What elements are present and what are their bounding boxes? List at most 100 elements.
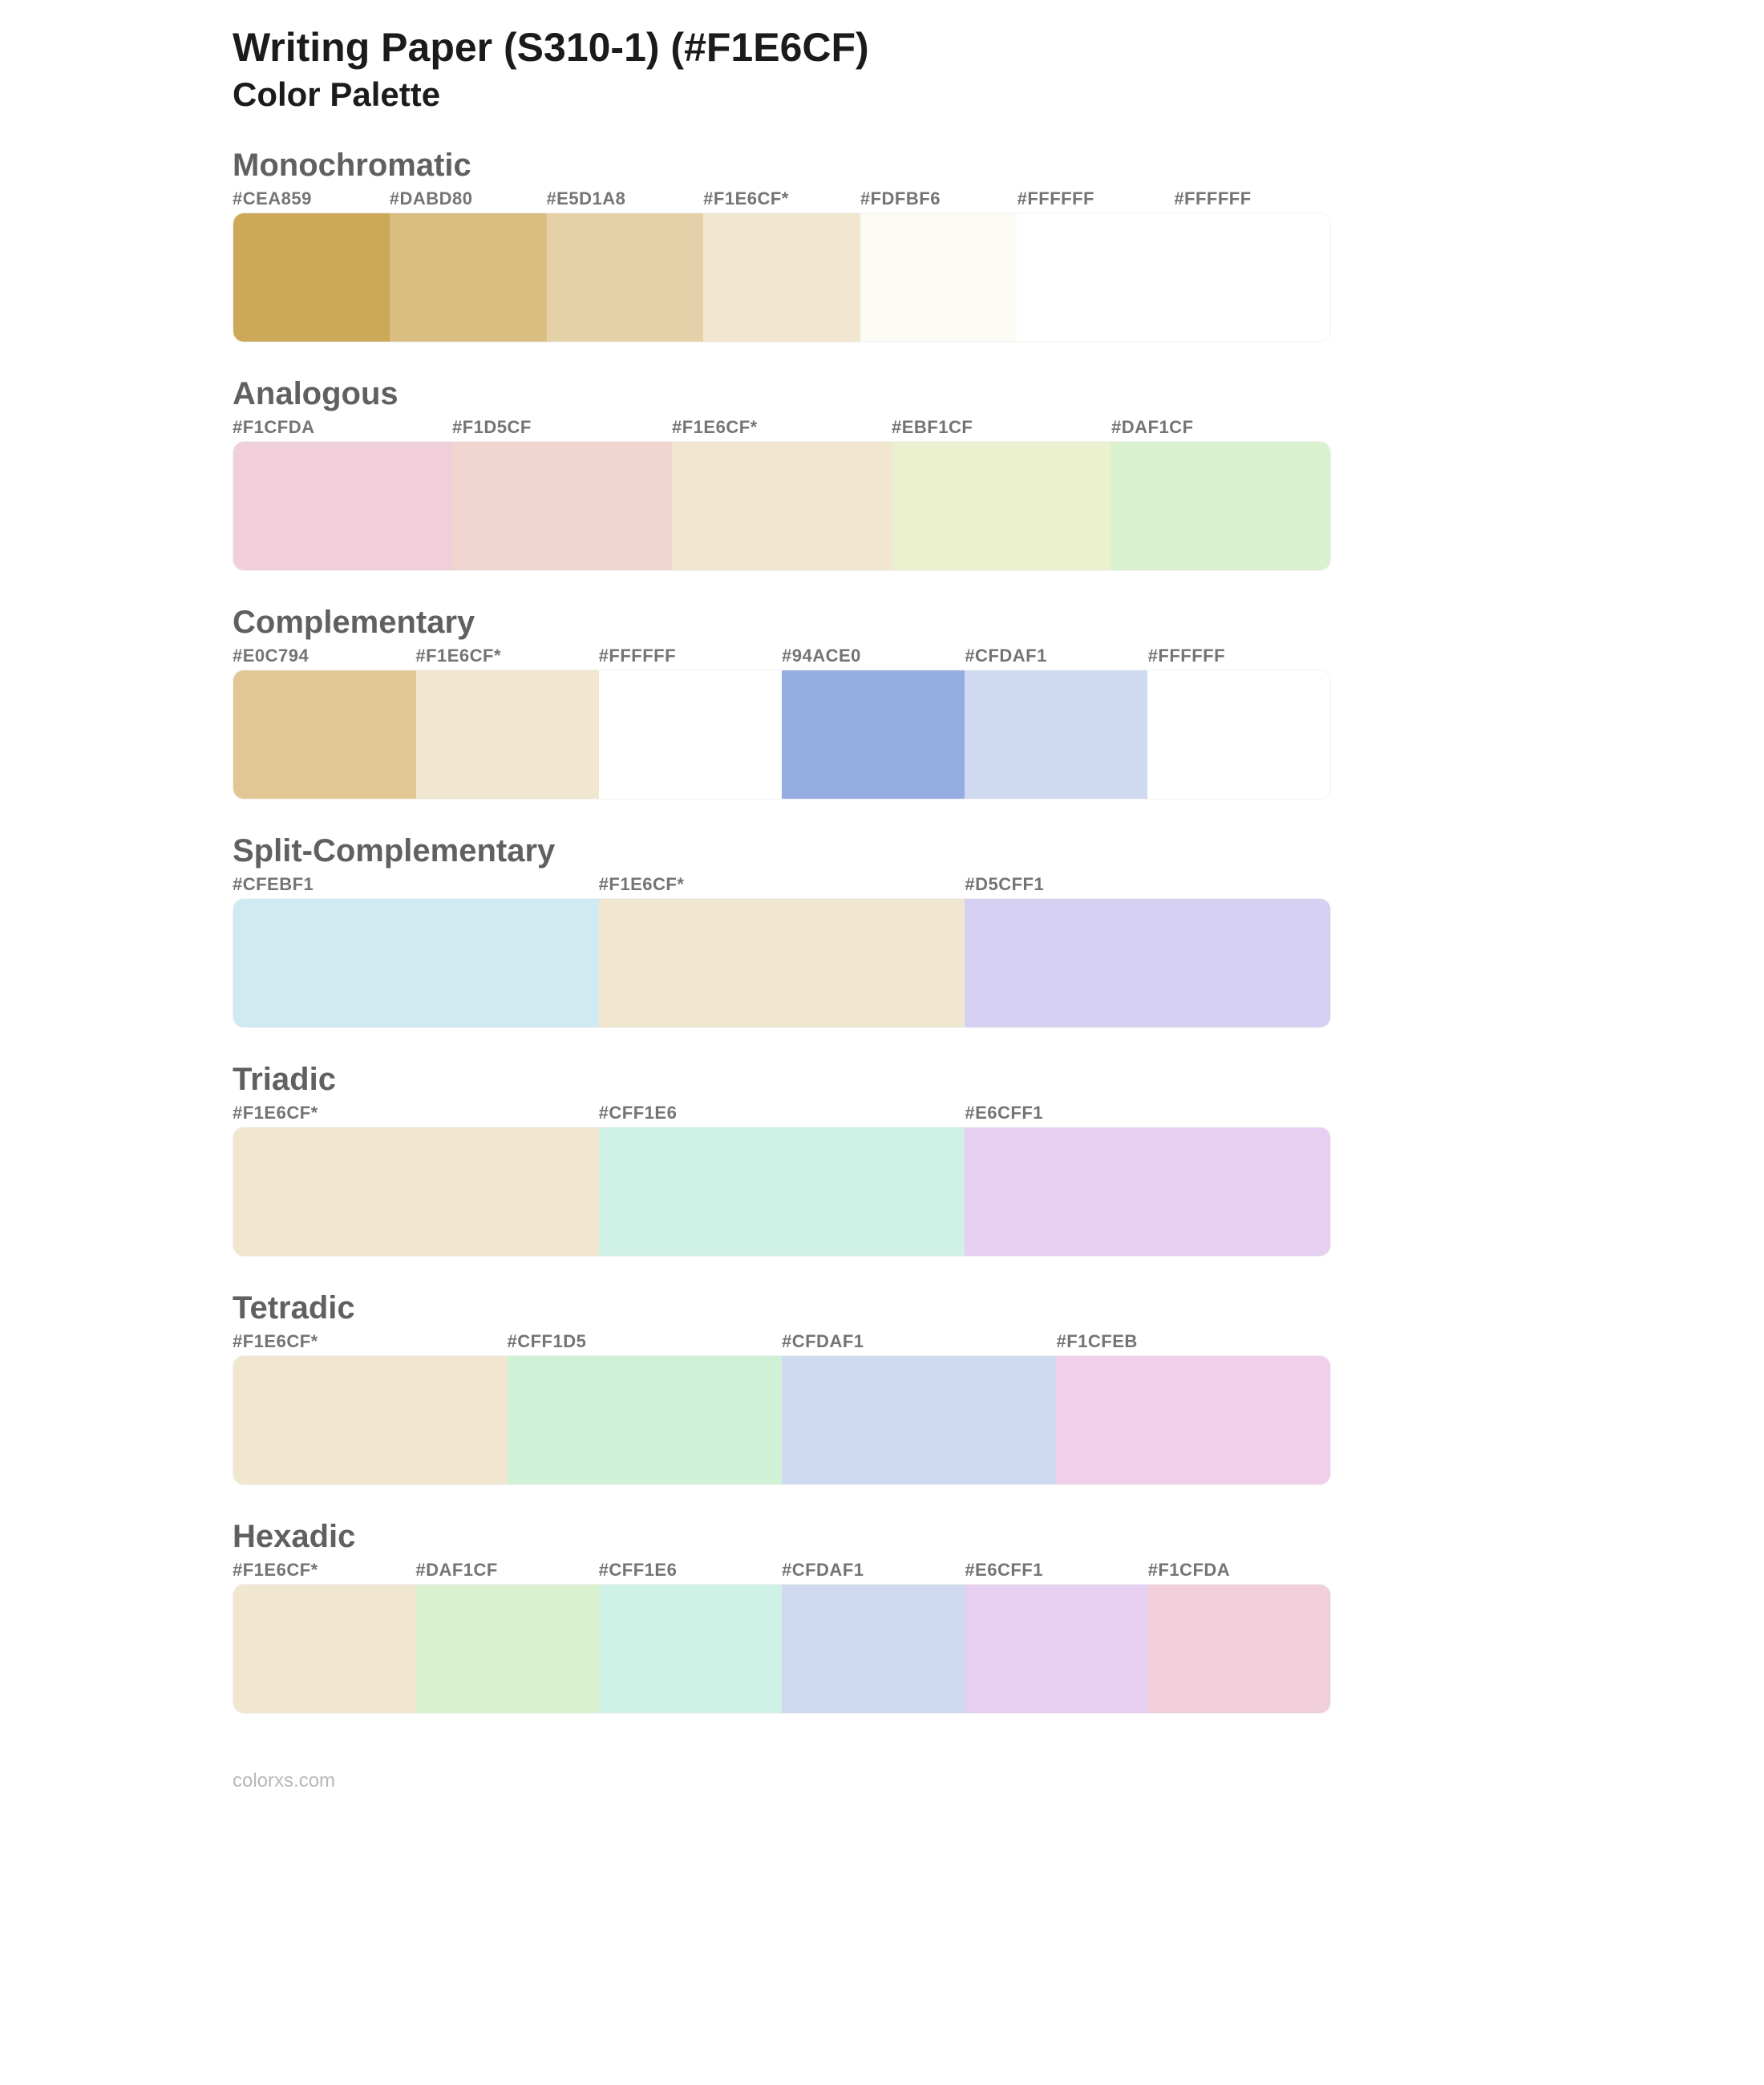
palette-section: Tetradic #F1E6CF*#CFF1D5#CFDAF1#F1CFEB [233,1290,1531,1485]
section-title: Tetradic [233,1290,1531,1326]
color-swatch[interactable] [547,213,703,342]
palette-section: Hexadic #F1E6CF*#DAF1CF#CFF1E6#CFDAF1#E6C… [233,1519,1531,1714]
color-swatch[interactable] [233,899,599,1027]
swatch-label: #F1E6CF* [415,646,598,666]
swatch-row [233,441,1331,571]
swatch-labels-row: #CFEBF1#F1E6CF*#D5CFF1 [233,874,1331,895]
swatch-label: #CFF1E6 [599,1560,782,1581]
swatch-label: #CFF1D5 [508,1331,783,1352]
swatch-label: #E0C794 [233,646,415,666]
color-swatch[interactable] [965,1585,1147,1713]
swatch-label: #E5D1A8 [546,188,703,209]
swatch-label: #FFFFFF [1174,188,1331,209]
color-swatch[interactable] [782,1356,1056,1484]
section-title: Triadic [233,1062,1531,1098]
swatch-label: #FFFFFF [599,646,782,666]
color-swatch[interactable] [233,213,390,342]
color-swatch[interactable] [860,213,1017,342]
color-swatch[interactable] [599,899,965,1027]
color-swatch[interactable] [965,1128,1330,1256]
color-swatch[interactable] [782,1585,965,1713]
swatch-row [233,1127,1331,1257]
color-swatch[interactable] [965,899,1330,1027]
color-swatch[interactable] [703,213,860,342]
color-swatch[interactable] [233,1128,599,1256]
section-title: Complementary [233,605,1531,641]
section-title: Monochromatic [233,148,1531,184]
color-swatch[interactable] [672,442,892,570]
swatch-row [233,213,1331,342]
swatch-label: #CFF1E6 [599,1103,965,1123]
swatch-label: #DAF1CF [1111,417,1331,438]
footer-credit: colorxs.com [233,1770,1531,1792]
swatch-label: #CFDAF1 [782,1560,965,1581]
swatch-label: #FFFFFF [1018,188,1175,209]
swatch-label: #F1CFEB [1057,1331,1332,1352]
swatch-label: #F1E6CF* [233,1103,599,1123]
page-title: Writing Paper (S310-1) (#F1E6CF) [233,24,1531,71]
swatch-row [233,898,1331,1028]
section-title: Split-Complementary [233,833,1531,869]
color-swatch[interactable] [233,1356,508,1484]
color-swatch[interactable] [233,442,453,570]
color-swatch[interactable] [1017,213,1173,342]
swatch-label: #F1E6CF* [233,1560,415,1581]
swatch-row [233,1584,1331,1714]
swatch-label: #E6CFF1 [965,1103,1331,1123]
color-swatch[interactable] [599,670,782,799]
swatch-label: #E6CFF1 [965,1560,1147,1581]
color-swatch[interactable] [965,670,1147,799]
color-swatch[interactable] [782,670,965,799]
color-swatch[interactable] [508,1356,782,1484]
swatch-label: #F1E6CF* [672,417,892,438]
palette-section: Triadic #F1E6CF*#CFF1E6#E6CFF1 [233,1062,1531,1257]
swatch-labels-row: #F1E6CF*#CFF1D5#CFDAF1#F1CFEB [233,1331,1331,1352]
palette-section: Complementary#E0C794#F1E6CF*#FFFFFF#94AC… [233,605,1531,800]
swatch-label: #F1CFDA [233,417,452,438]
color-swatch[interactable] [1056,1356,1330,1484]
color-swatch[interactable] [416,1585,599,1713]
color-swatch[interactable] [233,670,416,799]
color-swatch[interactable] [1147,670,1330,799]
swatch-label: #94ACE0 [782,646,965,666]
color-swatch[interactable] [390,213,546,342]
palette-sections: Monochromatic#CEA859#DABD80#E5D1A8#F1E6C… [233,148,1531,1714]
color-swatch[interactable] [453,442,673,570]
swatch-labels-row: #F1CFDA#F1D5CF#F1E6CF*#EBF1CF#DAF1CF [233,417,1331,438]
color-swatch[interactable] [416,670,599,799]
page-subtitle: Color Palette [233,75,1531,114]
color-swatch[interactable] [1147,1585,1330,1713]
swatch-label: #DAF1CF [415,1560,598,1581]
swatch-label: #F1E6CF* [233,1331,508,1352]
color-swatch[interactable] [1111,442,1330,570]
swatch-labels-row: #E0C794#F1E6CF*#FFFFFF#94ACE0#CFDAF1#FFF… [233,646,1331,666]
palette-section: Monochromatic #CEA859#DABD80#E5D1A8#F1E6C… [233,148,1531,342]
swatch-label: #F1E6CF* [703,188,860,209]
palette-section: Analogous #F1CFDA#F1D5CF#F1E6CF*#EBF1CF#D… [233,376,1531,571]
swatch-label: #CFDAF1 [782,1331,1057,1352]
swatch-label: #CEA859 [233,188,390,209]
swatch-row [233,670,1331,800]
color-swatch[interactable] [599,1128,965,1256]
swatch-label: #EBF1CF [892,417,1111,438]
swatch-label: #FDFBF6 [860,188,1018,209]
swatch-label: #CFEBF1 [233,874,599,895]
swatch-label: #F1CFDA [1148,1560,1331,1581]
color-swatch[interactable] [892,442,1111,570]
section-title: Hexadic [233,1519,1531,1555]
swatch-label: #DABD80 [390,188,547,209]
swatch-row [233,1355,1331,1485]
swatch-label: #D5CFF1 [965,874,1331,895]
color-swatch[interactable] [233,1585,416,1713]
palette-section: Split-Complementary #CFEBF1#F1E6CF*#D5CFF… [233,833,1531,1028]
color-swatch[interactable] [1174,213,1330,342]
swatch-labels-row: #CEA859#DABD80#E5D1A8#F1E6CF*#FDFBF6#FFF… [233,188,1331,209]
color-swatch[interactable] [599,1585,782,1713]
swatch-label: #CFDAF1 [965,646,1147,666]
swatch-label: #F1E6CF* [599,874,965,895]
swatch-labels-row: #F1E6CF*#DAF1CF#CFF1E6#CFDAF1#E6CFF1#F1C… [233,1560,1331,1581]
section-title: Analogous [233,376,1531,412]
swatch-label: #FFFFFF [1148,646,1331,666]
swatch-labels-row: #F1E6CF*#CFF1E6#E6CFF1 [233,1103,1331,1123]
swatch-label: #F1D5CF [452,417,672,438]
